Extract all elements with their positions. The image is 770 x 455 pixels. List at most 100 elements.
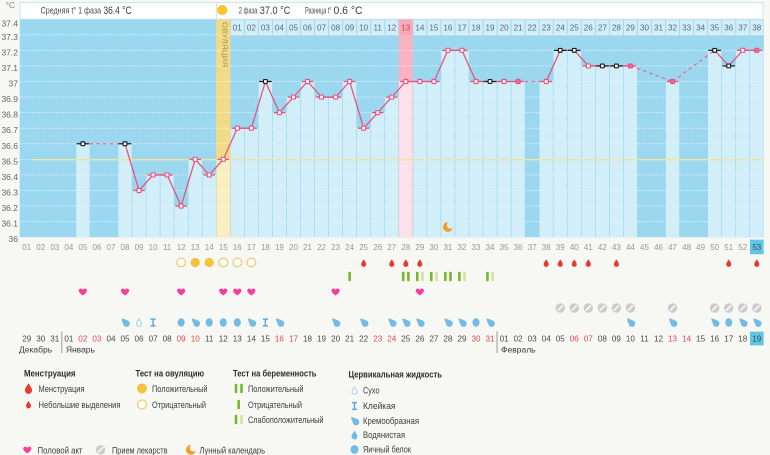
svg-text:16: 16 bbox=[710, 335, 720, 344]
svg-text:11: 11 bbox=[205, 335, 214, 344]
svg-text:29: 29 bbox=[415, 243, 424, 252]
svg-text:11: 11 bbox=[640, 335, 649, 344]
svg-text:16: 16 bbox=[275, 335, 285, 344]
svg-text:09: 09 bbox=[177, 335, 187, 344]
svg-text:Кремообразная: Кремообразная bbox=[363, 416, 419, 426]
svg-text:24: 24 bbox=[387, 335, 397, 344]
svg-text:Цервикальная жидкость: Цервикальная жидкость bbox=[349, 370, 443, 380]
svg-text:06: 06 bbox=[135, 335, 145, 344]
svg-text:37: 37 bbox=[9, 79, 19, 89]
svg-text:05: 05 bbox=[120, 335, 130, 344]
svg-text:20: 20 bbox=[289, 243, 298, 252]
svg-text:Прием лекарств: Прием лекарств bbox=[112, 445, 168, 455]
svg-text:09: 09 bbox=[612, 335, 622, 344]
svg-text:18: 18 bbox=[471, 24, 481, 33]
svg-text:27: 27 bbox=[598, 24, 608, 33]
svg-text:13: 13 bbox=[191, 243, 200, 252]
svg-text:36.5: 36.5 bbox=[1, 156, 18, 166]
svg-text:15: 15 bbox=[261, 335, 271, 344]
svg-text:Менструация: Менструация bbox=[24, 369, 76, 379]
svg-text:16: 16 bbox=[443, 24, 453, 33]
svg-text:26: 26 bbox=[415, 335, 425, 344]
svg-text:19: 19 bbox=[275, 243, 284, 252]
svg-text:Положительный: Положительный bbox=[248, 384, 304, 394]
svg-text:06: 06 bbox=[303, 24, 313, 33]
svg-text:36: 36 bbox=[514, 243, 523, 252]
svg-text:53: 53 bbox=[752, 243, 761, 252]
svg-text:31: 31 bbox=[50, 335, 60, 344]
svg-text:Небольшие выделения: Небольшие выделения bbox=[39, 400, 121, 410]
svg-text:31: 31 bbox=[443, 243, 452, 252]
svg-text:25: 25 bbox=[359, 243, 368, 252]
svg-text:04: 04 bbox=[542, 335, 552, 344]
svg-text:37.1: 37.1 bbox=[1, 63, 18, 73]
svg-text:0.6 °C: 0.6 °C bbox=[334, 5, 363, 17]
svg-text:09: 09 bbox=[345, 24, 355, 33]
svg-text:17: 17 bbox=[724, 335, 734, 344]
svg-text:02: 02 bbox=[78, 335, 88, 344]
svg-text:17: 17 bbox=[457, 24, 467, 33]
svg-text:37: 37 bbox=[738, 24, 748, 33]
svg-text:30: 30 bbox=[429, 243, 438, 252]
svg-text:33: 33 bbox=[472, 243, 481, 252]
svg-text:36.6: 36.6 bbox=[1, 141, 18, 151]
svg-text:Разница t°: Разница t° bbox=[305, 6, 332, 16]
svg-text:Половой акт: Половой акт bbox=[38, 445, 83, 455]
svg-text:08: 08 bbox=[598, 335, 608, 344]
svg-text:14: 14 bbox=[205, 243, 214, 252]
svg-text:Менструация: Менструация bbox=[39, 384, 85, 394]
svg-text:03: 03 bbox=[528, 335, 538, 344]
svg-text:34: 34 bbox=[696, 24, 706, 33]
svg-text:24: 24 bbox=[345, 243, 354, 252]
svg-text:19: 19 bbox=[486, 24, 496, 33]
svg-text:Отрицательный: Отрицательный bbox=[248, 400, 302, 410]
svg-text:12: 12 bbox=[654, 335, 664, 344]
svg-text:36: 36 bbox=[9, 234, 19, 244]
svg-text:04: 04 bbox=[275, 24, 285, 33]
svg-text:Средняя t° 1 фаза: Средняя t° 1 фаза bbox=[41, 6, 102, 16]
svg-text:01: 01 bbox=[22, 243, 31, 252]
svg-text:28: 28 bbox=[401, 243, 410, 252]
svg-text:43: 43 bbox=[612, 243, 621, 252]
svg-text:15: 15 bbox=[429, 24, 439, 33]
svg-text:49: 49 bbox=[696, 243, 705, 252]
svg-text:10: 10 bbox=[359, 24, 369, 33]
svg-text:18: 18 bbox=[738, 335, 748, 344]
svg-text:38: 38 bbox=[542, 243, 551, 252]
svg-text:06: 06 bbox=[92, 243, 101, 252]
svg-text:03: 03 bbox=[92, 335, 102, 344]
svg-text:12: 12 bbox=[219, 335, 229, 344]
svg-text:09: 09 bbox=[135, 243, 144, 252]
svg-text:12: 12 bbox=[387, 24, 397, 33]
svg-text:27: 27 bbox=[429, 335, 439, 344]
svg-text:26: 26 bbox=[584, 24, 594, 33]
svg-text:19: 19 bbox=[752, 335, 762, 344]
svg-text:ОВУЛЯЦИЯ: ОВУЛЯЦИЯ bbox=[220, 22, 229, 68]
svg-text:°C: °C bbox=[5, 0, 15, 10]
svg-text:10: 10 bbox=[626, 335, 636, 344]
svg-text:Водянистая: Водянистая bbox=[363, 430, 405, 440]
svg-text:33: 33 bbox=[682, 24, 692, 33]
svg-text:25: 25 bbox=[401, 335, 411, 344]
svg-text:36.7: 36.7 bbox=[1, 125, 18, 135]
svg-text:21: 21 bbox=[303, 243, 312, 252]
svg-text:36.8: 36.8 bbox=[1, 110, 18, 120]
svg-text:Февраль: Февраль bbox=[501, 345, 536, 355]
svg-text:30: 30 bbox=[640, 24, 650, 33]
svg-text:20: 20 bbox=[500, 24, 510, 33]
svg-text:08: 08 bbox=[121, 243, 130, 252]
svg-text:Клейкая: Клейкая bbox=[363, 401, 396, 411]
svg-text:Лунный календарь: Лунный календарь bbox=[200, 445, 266, 455]
svg-text:13: 13 bbox=[668, 335, 678, 344]
svg-text:51: 51 bbox=[724, 243, 733, 252]
svg-text:37: 37 bbox=[528, 243, 537, 252]
svg-text:05: 05 bbox=[289, 24, 299, 33]
svg-text:32: 32 bbox=[668, 24, 678, 33]
svg-text:08: 08 bbox=[163, 335, 173, 344]
svg-text:42: 42 bbox=[598, 243, 607, 252]
svg-text:02: 02 bbox=[36, 243, 45, 252]
svg-text:07: 07 bbox=[317, 24, 327, 33]
svg-text:29: 29 bbox=[457, 335, 467, 344]
svg-text:37.2: 37.2 bbox=[1, 47, 18, 57]
svg-text:36.1: 36.1 bbox=[1, 219, 18, 229]
